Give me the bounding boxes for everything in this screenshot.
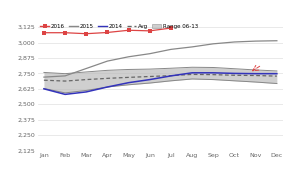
Legend: 2016, 2015, 2014, Avg, Range 06-13: 2016, 2015, 2014, Avg, Range 06-13	[40, 24, 198, 29]
